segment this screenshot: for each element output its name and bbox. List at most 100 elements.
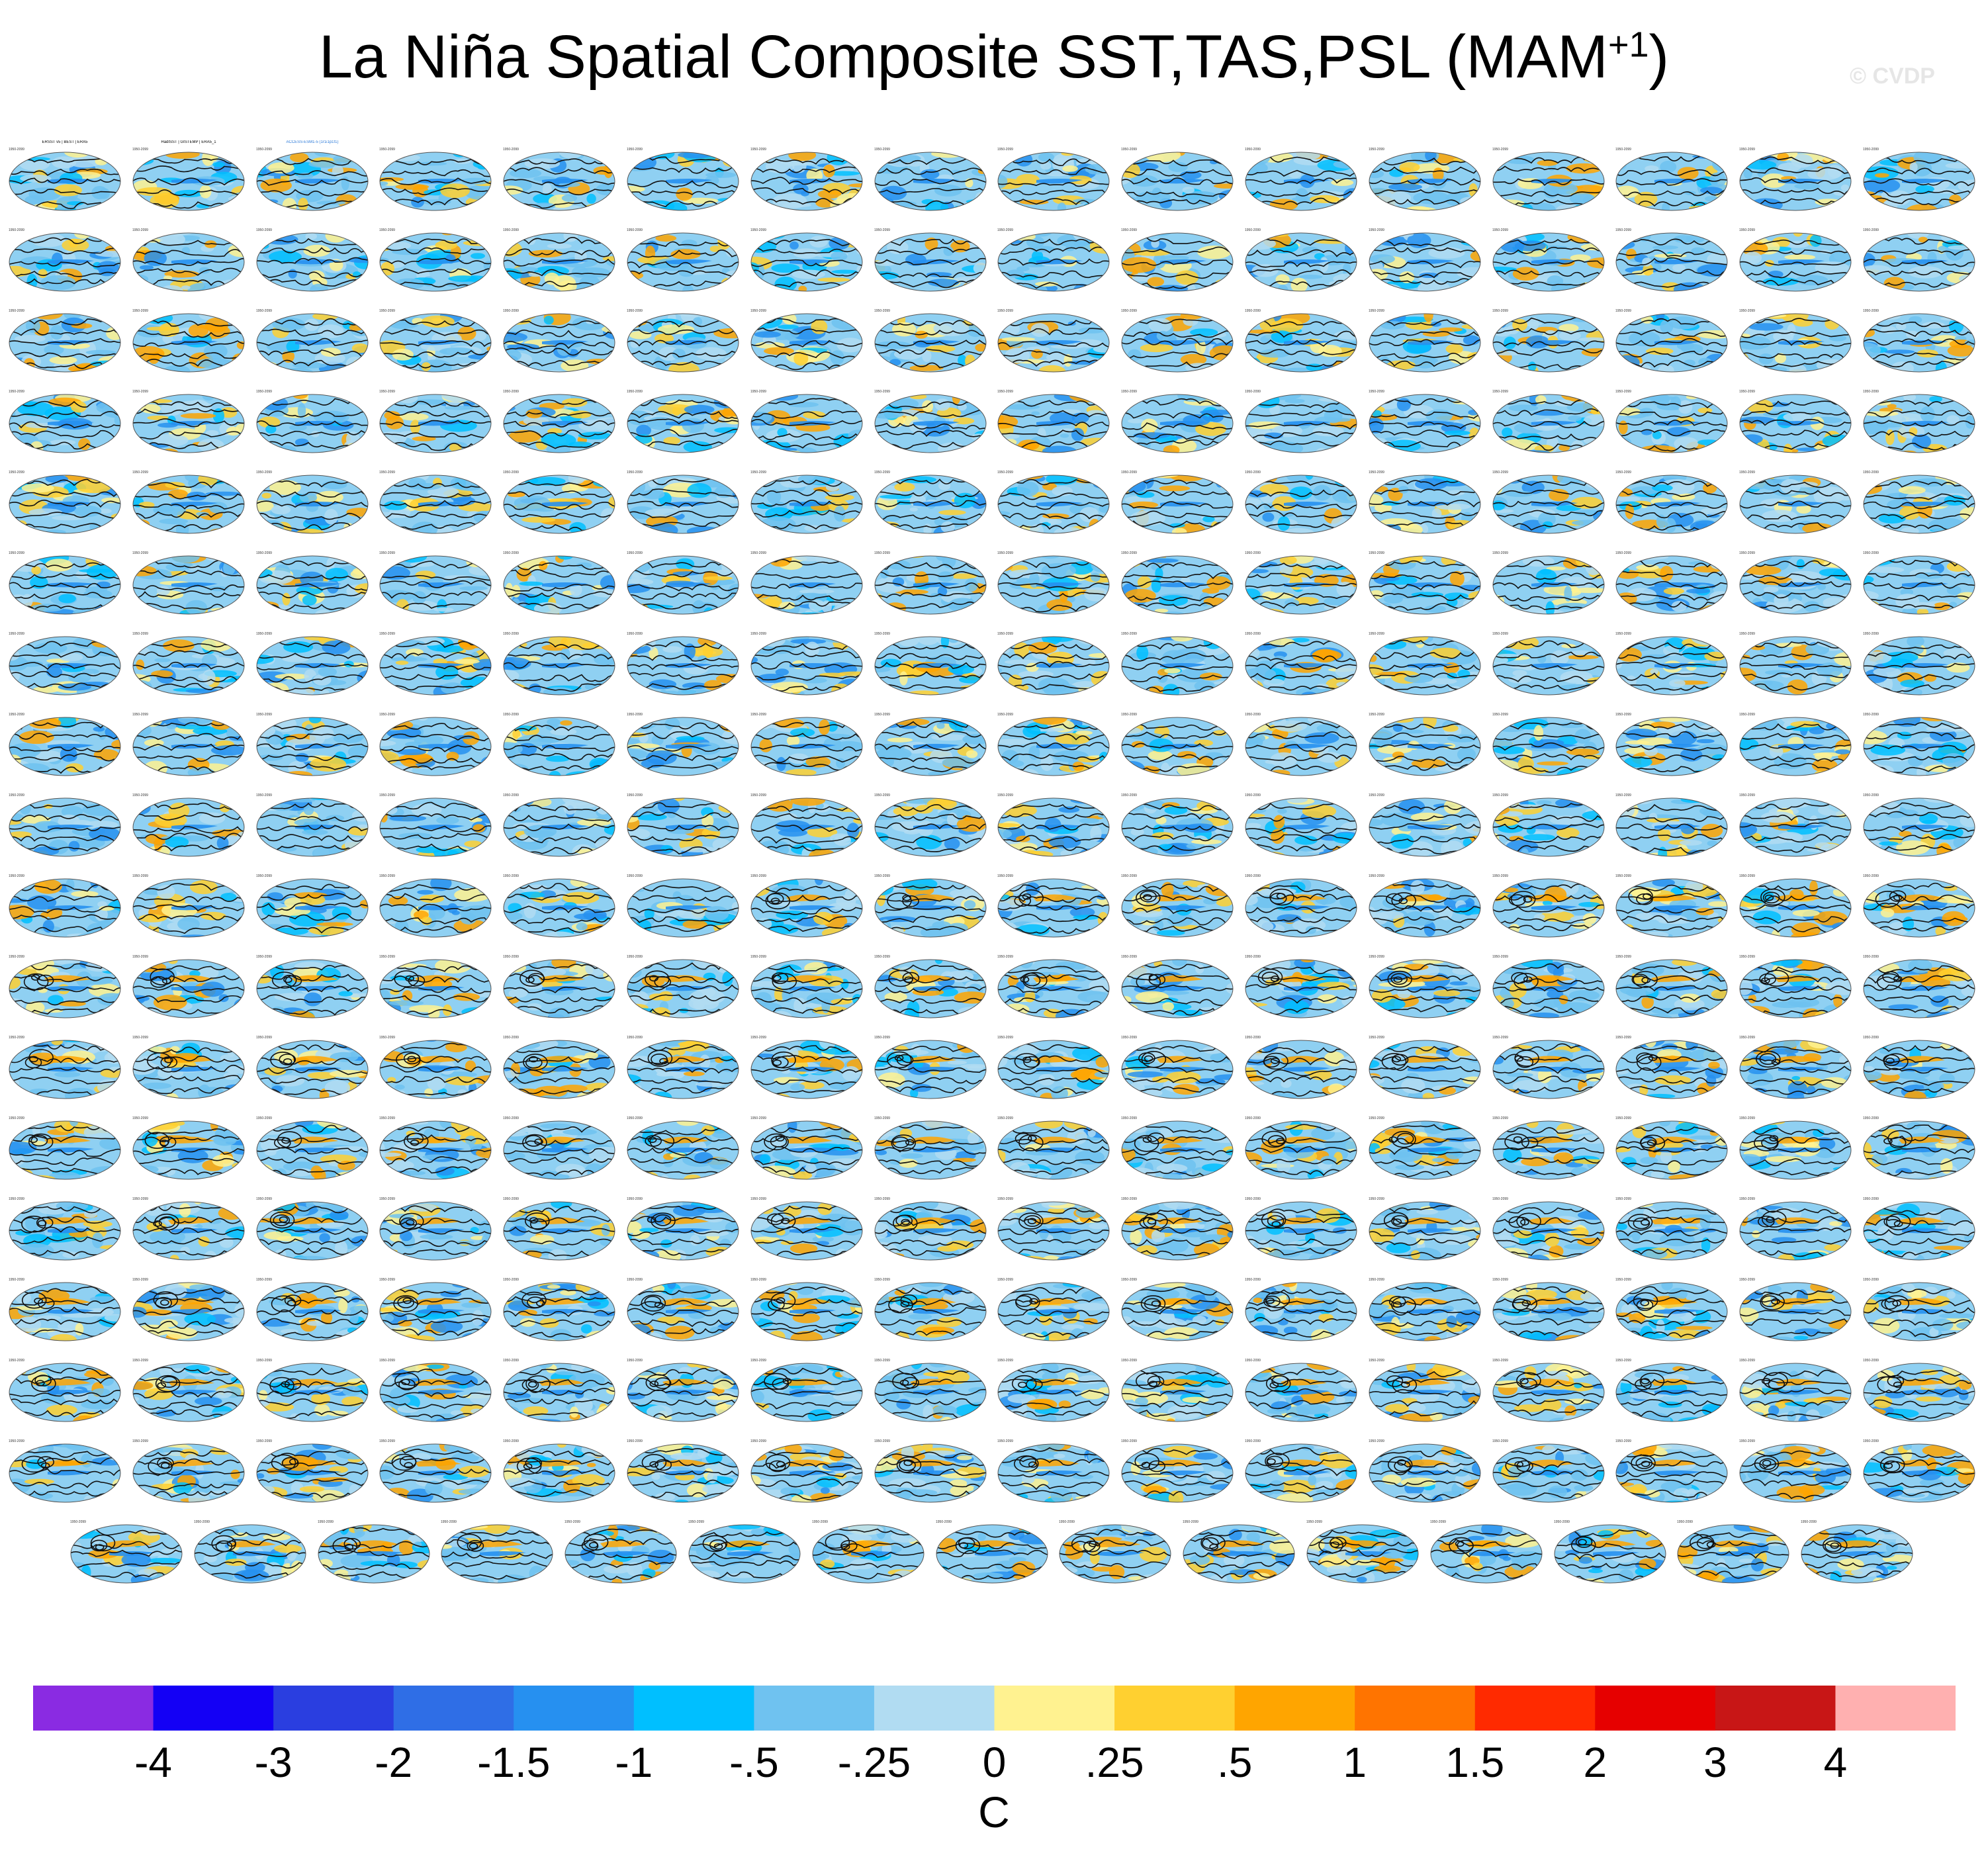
panel-years: 1950-2099 bbox=[9, 874, 24, 878]
panel-map bbox=[1306, 1524, 1419, 1584]
panel-map bbox=[1121, 636, 1234, 696]
panel-years: 1950-2099 bbox=[503, 713, 519, 717]
composite-panel: 1950-2099 bbox=[1615, 1028, 1729, 1100]
panel-map bbox=[997, 717, 1110, 776]
composite-panel: 1950-2099 bbox=[1368, 1109, 1482, 1181]
composite-panel: 1950-2099 bbox=[255, 302, 369, 373]
panel-years: 1950-2099 bbox=[1183, 1520, 1198, 1524]
panel-map bbox=[936, 1524, 1048, 1584]
panel-years: 1950-2099 bbox=[132, 1359, 148, 1363]
panel-map bbox=[1863, 394, 1975, 453]
composite-panel: 1950-2099 bbox=[379, 1190, 492, 1261]
panel-years: 1950-2099 bbox=[1739, 1116, 1755, 1120]
panel-map bbox=[256, 475, 369, 534]
panel-map bbox=[874, 232, 987, 292]
panel-map bbox=[627, 232, 739, 292]
composite-panel: 1950-2099 bbox=[8, 1271, 122, 1342]
panel-years: 1950-2099 bbox=[750, 309, 766, 313]
panel-years: 1950-2099 bbox=[750, 1439, 766, 1443]
composite-panel: 1950-2099 bbox=[132, 786, 246, 858]
panel-years: 1950-2099 bbox=[1492, 390, 1508, 394]
composite-panel: 1950-2099 bbox=[1615, 1190, 1729, 1261]
panel-map bbox=[1863, 959, 1975, 1018]
panel-map bbox=[874, 1201, 987, 1261]
panel-map bbox=[750, 959, 863, 1018]
composite-panel: 1950-2099 bbox=[132, 1351, 246, 1423]
composite-panel: 1950-2099 bbox=[255, 625, 369, 696]
panel-years: 1950-2099 bbox=[379, 1116, 395, 1120]
panel-map bbox=[997, 555, 1110, 615]
composite-panel: 1950-2099 bbox=[997, 302, 1110, 373]
composite-panel: 1950-2099 bbox=[502, 625, 616, 696]
composite-panel: 1950-2099 bbox=[317, 1513, 431, 1584]
panel-years: 1950-2099 bbox=[1615, 874, 1631, 878]
panel-years: 1950-2099 bbox=[1245, 793, 1261, 797]
panel-map bbox=[1121, 475, 1234, 534]
composite-panel: 1950-2099 bbox=[997, 1351, 1110, 1423]
panel-years: 1950-2099 bbox=[256, 471, 272, 475]
panel-years: 1950-2099 bbox=[379, 551, 395, 555]
composite-panel: 1950-2099 bbox=[1244, 302, 1358, 373]
panel-map bbox=[1739, 1201, 1852, 1261]
panel-years: 1950-2099 bbox=[874, 1439, 890, 1443]
panel-map bbox=[503, 1040, 615, 1099]
panel-years: 1950-2099 bbox=[503, 1197, 519, 1201]
panel-years: 1950-2099 bbox=[503, 1439, 519, 1443]
panel-map bbox=[1615, 1282, 1728, 1341]
composite-panel: 1950-2099 bbox=[1368, 1028, 1482, 1100]
panel-map bbox=[750, 555, 863, 615]
composite-panel: 1950-2099 bbox=[1615, 544, 1729, 615]
panel-map bbox=[1121, 232, 1234, 292]
composite-panel: 1950-2099 bbox=[997, 1028, 1110, 1100]
panel-map bbox=[1369, 232, 1481, 292]
panel-years: 1950-2099 bbox=[132, 874, 148, 878]
panel-map bbox=[9, 232, 121, 292]
panel-map bbox=[1739, 1443, 1852, 1503]
panel-years: 1950-2099 bbox=[1369, 1197, 1384, 1201]
panel-years: 1950-2099 bbox=[627, 713, 643, 717]
composite-panel: 1950-2099 bbox=[1615, 1351, 1729, 1423]
composite-panel: 1950-2099 bbox=[1120, 221, 1234, 293]
panel-years: 1950-2099 bbox=[379, 228, 395, 232]
colorbar-swatch bbox=[754, 1686, 875, 1731]
panel-map bbox=[379, 717, 492, 776]
composite-panel: 1950-2099 bbox=[1120, 625, 1234, 696]
composite-panel: 1950-2099 bbox=[1739, 1190, 1852, 1261]
colorbar-swatch bbox=[1835, 1686, 1956, 1731]
panel-years: 1950-2099 bbox=[379, 1197, 395, 1201]
panel-map bbox=[503, 394, 615, 453]
composite-panel: 1950-2099 bbox=[1492, 1271, 1605, 1342]
panel-map bbox=[1245, 1201, 1357, 1261]
composite-panel: 1950-2099 bbox=[8, 1190, 122, 1261]
composite-panel: 1950-2099 bbox=[502, 1190, 616, 1261]
panel-years: 1950-2099 bbox=[132, 551, 148, 555]
panel-map bbox=[503, 555, 615, 615]
composite-panel: 1950-2099 bbox=[69, 1513, 183, 1584]
composite-panel: 1950-2099 bbox=[997, 383, 1110, 454]
panel-map bbox=[1245, 152, 1357, 211]
composite-panel: 1950-2099 bbox=[1739, 463, 1852, 535]
panel-map bbox=[256, 1040, 369, 1099]
colorbar-tick-label: .5 bbox=[1216, 1739, 1253, 1786]
composite-panel: 1950-2099 bbox=[1739, 1351, 1852, 1423]
panel-map bbox=[503, 1120, 615, 1180]
colorbar-swatch bbox=[1355, 1686, 1476, 1731]
panel-map bbox=[874, 475, 987, 534]
panel-map bbox=[750, 636, 863, 696]
panel-years: 1950-2099 bbox=[874, 1036, 890, 1040]
panel-map bbox=[194, 1524, 306, 1584]
panel-map bbox=[1369, 636, 1481, 696]
panel-years: 1950-2099 bbox=[1615, 309, 1631, 313]
panel-map bbox=[379, 475, 492, 534]
composite-panel: 1950-2099 bbox=[1739, 544, 1852, 615]
panel-years: 1950-2099 bbox=[318, 1520, 334, 1524]
panel-years: 1950-2099 bbox=[1863, 632, 1879, 636]
panel-map bbox=[503, 1443, 615, 1503]
panel-map bbox=[1615, 1443, 1728, 1503]
panel-map bbox=[9, 1443, 121, 1503]
panel-years: 1950-2099 bbox=[627, 551, 643, 555]
composite-panel: 1950-2099 bbox=[1492, 221, 1605, 293]
panel-years: 1950-2099 bbox=[1369, 632, 1384, 636]
panel-years: 1950-2099 bbox=[1121, 955, 1137, 959]
panel-map bbox=[750, 232, 863, 292]
